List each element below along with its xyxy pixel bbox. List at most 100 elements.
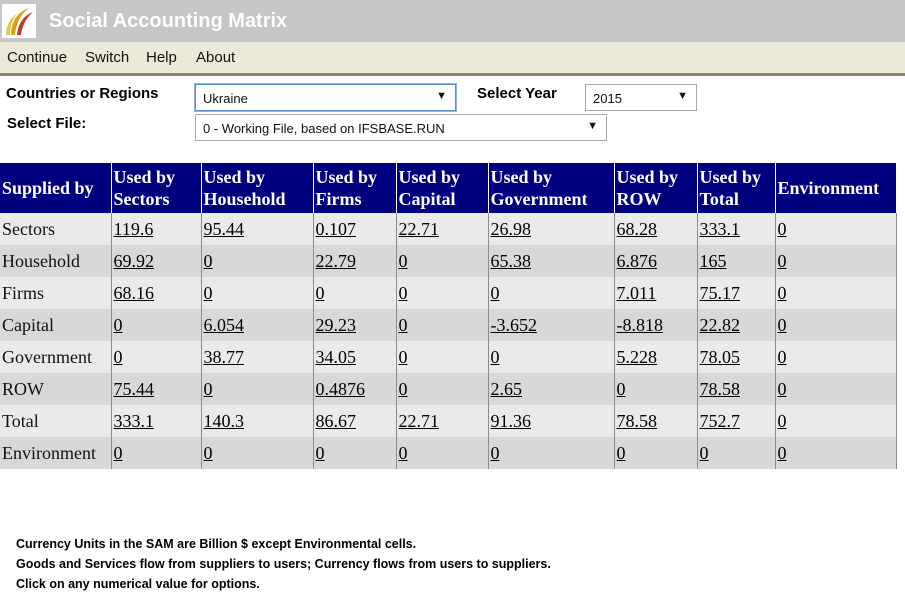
value-link[interactable]: 22.71 xyxy=(398,218,440,239)
table-cell: 0 xyxy=(775,309,897,341)
header-environment: Environment xyxy=(775,163,897,213)
value-link[interactable]: 0 xyxy=(777,378,787,399)
value-link[interactable]: 7.011 xyxy=(616,282,657,303)
value-link[interactable]: 0 xyxy=(616,378,626,399)
table-cell: 6.876 xyxy=(614,245,698,277)
table-cell: 333.1 xyxy=(697,213,776,245)
value-link[interactable]: 0 xyxy=(203,378,213,399)
country-label: Countries or Regions xyxy=(6,85,159,102)
value-link[interactable]: 0 xyxy=(398,442,408,463)
table-cell: 78.58 xyxy=(614,405,698,437)
value-link[interactable]: 0 xyxy=(777,442,787,463)
table-cell: 0 xyxy=(775,213,897,245)
sam-table: Supplied by Used by Sectors Used by Househ… xyxy=(0,163,897,469)
value-link[interactable]: 0 xyxy=(490,442,500,463)
value-link[interactable]: 0 xyxy=(315,282,325,303)
value-link[interactable]: 68.16 xyxy=(113,282,155,303)
table-cell: 7.011 xyxy=(614,277,698,309)
value-link[interactable]: 22.79 xyxy=(315,250,357,271)
table-cell: 5.228 xyxy=(614,341,698,373)
value-link[interactable]: 6.054 xyxy=(203,314,245,335)
row-label: ROW xyxy=(0,373,112,405)
value-link[interactable]: 22.71 xyxy=(398,410,440,431)
value-link[interactable]: 75.17 xyxy=(699,282,741,303)
value-link[interactable]: 0 xyxy=(398,314,408,335)
menu-continue[interactable]: Continue xyxy=(7,49,68,66)
value-link[interactable]: 86.67 xyxy=(315,410,357,431)
table-cell: 0 xyxy=(111,309,202,341)
menu-switch[interactable]: Switch xyxy=(85,49,130,66)
table-cell: 6.054 xyxy=(201,309,314,341)
table-cell: 68.16 xyxy=(111,277,202,309)
value-link[interactable]: 22.82 xyxy=(699,314,741,335)
value-link[interactable]: 6.876 xyxy=(616,250,658,271)
value-link[interactable]: 2.65 xyxy=(490,378,523,399)
notes: Currency Units in the SAM are Billion $ … xyxy=(16,534,551,594)
value-link[interactable]: 26.98 xyxy=(490,218,532,239)
value-link[interactable]: 69.92 xyxy=(113,250,155,271)
value-link[interactable]: 0.4876 xyxy=(315,378,366,399)
value-link[interactable]: 0 xyxy=(113,346,123,367)
value-link[interactable]: 0 xyxy=(398,282,408,303)
value-link[interactable]: 0 xyxy=(398,250,408,271)
value-link[interactable]: 38.77 xyxy=(203,346,245,367)
value-link[interactable]: 0 xyxy=(490,282,500,303)
country-select[interactable]: Ukraine ▼ xyxy=(195,84,456,111)
table-row: ROW 75.44 0 0.4876 0 2.65 0 78.58 0 xyxy=(0,373,897,405)
value-link[interactable]: 29.23 xyxy=(315,314,357,335)
value-link[interactable]: 0 xyxy=(490,346,500,367)
value-link[interactable]: 119.6 xyxy=(113,218,154,239)
value-link[interactable]: -3.652 xyxy=(490,314,538,335)
value-link[interactable]: 333.1 xyxy=(699,218,741,239)
value-link[interactable]: 333.1 xyxy=(113,410,155,431)
value-link[interactable]: 0 xyxy=(699,442,709,463)
value-link[interactable]: -8.818 xyxy=(616,314,664,335)
value-link[interactable]: 65.38 xyxy=(490,250,532,271)
value-link[interactable]: 0 xyxy=(777,282,787,303)
menu-about[interactable]: About xyxy=(196,49,236,66)
table-cell: 119.6 xyxy=(111,213,202,245)
year-select[interactable]: 2015 ▼ xyxy=(585,84,697,111)
value-link[interactable]: 0 xyxy=(777,250,787,271)
value-link[interactable]: 91.36 xyxy=(490,410,532,431)
table-row: Capital 0 6.054 29.23 0 -3.652 -8.818 22.82 0 xyxy=(0,309,897,341)
table-cell: 75.17 xyxy=(697,277,776,309)
header-government: Used by Government xyxy=(488,163,615,213)
value-link[interactable]: 78.05 xyxy=(699,346,741,367)
value-link[interactable]: 0 xyxy=(203,250,213,271)
value-link[interactable]: 95.44 xyxy=(203,218,245,239)
value-link[interactable]: 140.3 xyxy=(203,410,245,431)
value-link[interactable]: 0.107 xyxy=(315,218,357,239)
value-link[interactable]: 0 xyxy=(398,378,408,399)
value-link[interactable]: 34.05 xyxy=(315,346,357,367)
value-link[interactable]: 5.228 xyxy=(616,346,658,367)
value-link[interactable]: 0 xyxy=(777,410,787,431)
value-link[interactable]: 78.58 xyxy=(616,410,658,431)
value-link[interactable]: 0 xyxy=(113,442,123,463)
value-link[interactable]: 78.58 xyxy=(699,378,741,399)
table-cell: 69.92 xyxy=(111,245,202,277)
table-cell: 0 xyxy=(775,437,897,469)
row-label: Capital xyxy=(0,309,112,341)
dropdown-arrow-icon: ▼ xyxy=(436,90,447,102)
value-link[interactable]: 0 xyxy=(203,442,213,463)
year-label: Select Year xyxy=(477,85,557,102)
table-cell: 91.36 xyxy=(488,405,615,437)
value-link[interactable]: 0 xyxy=(113,314,123,335)
value-link[interactable]: 75.44 xyxy=(113,378,155,399)
value-link[interactable]: 0 xyxy=(315,442,325,463)
value-link[interactable]: 0 xyxy=(203,282,213,303)
value-link[interactable]: 0 xyxy=(777,346,787,367)
value-link[interactable]: 165 xyxy=(699,250,727,271)
value-link[interactable]: 0 xyxy=(616,442,626,463)
value-link[interactable]: 752.7 xyxy=(699,410,741,431)
file-select-value: 0 - Working File, based on IFSBASE.RUN xyxy=(203,121,445,136)
menu-help[interactable]: Help xyxy=(146,49,177,66)
file-select[interactable]: 0 - Working File, based on IFSBASE.RUN ▼ xyxy=(195,114,607,141)
value-link[interactable]: 68.28 xyxy=(616,218,658,239)
value-link[interactable]: 0 xyxy=(777,218,787,239)
table-cell: 752.7 xyxy=(697,405,776,437)
table-cell: 0 xyxy=(201,373,314,405)
value-link[interactable]: 0 xyxy=(777,314,787,335)
value-link[interactable]: 0 xyxy=(398,346,408,367)
